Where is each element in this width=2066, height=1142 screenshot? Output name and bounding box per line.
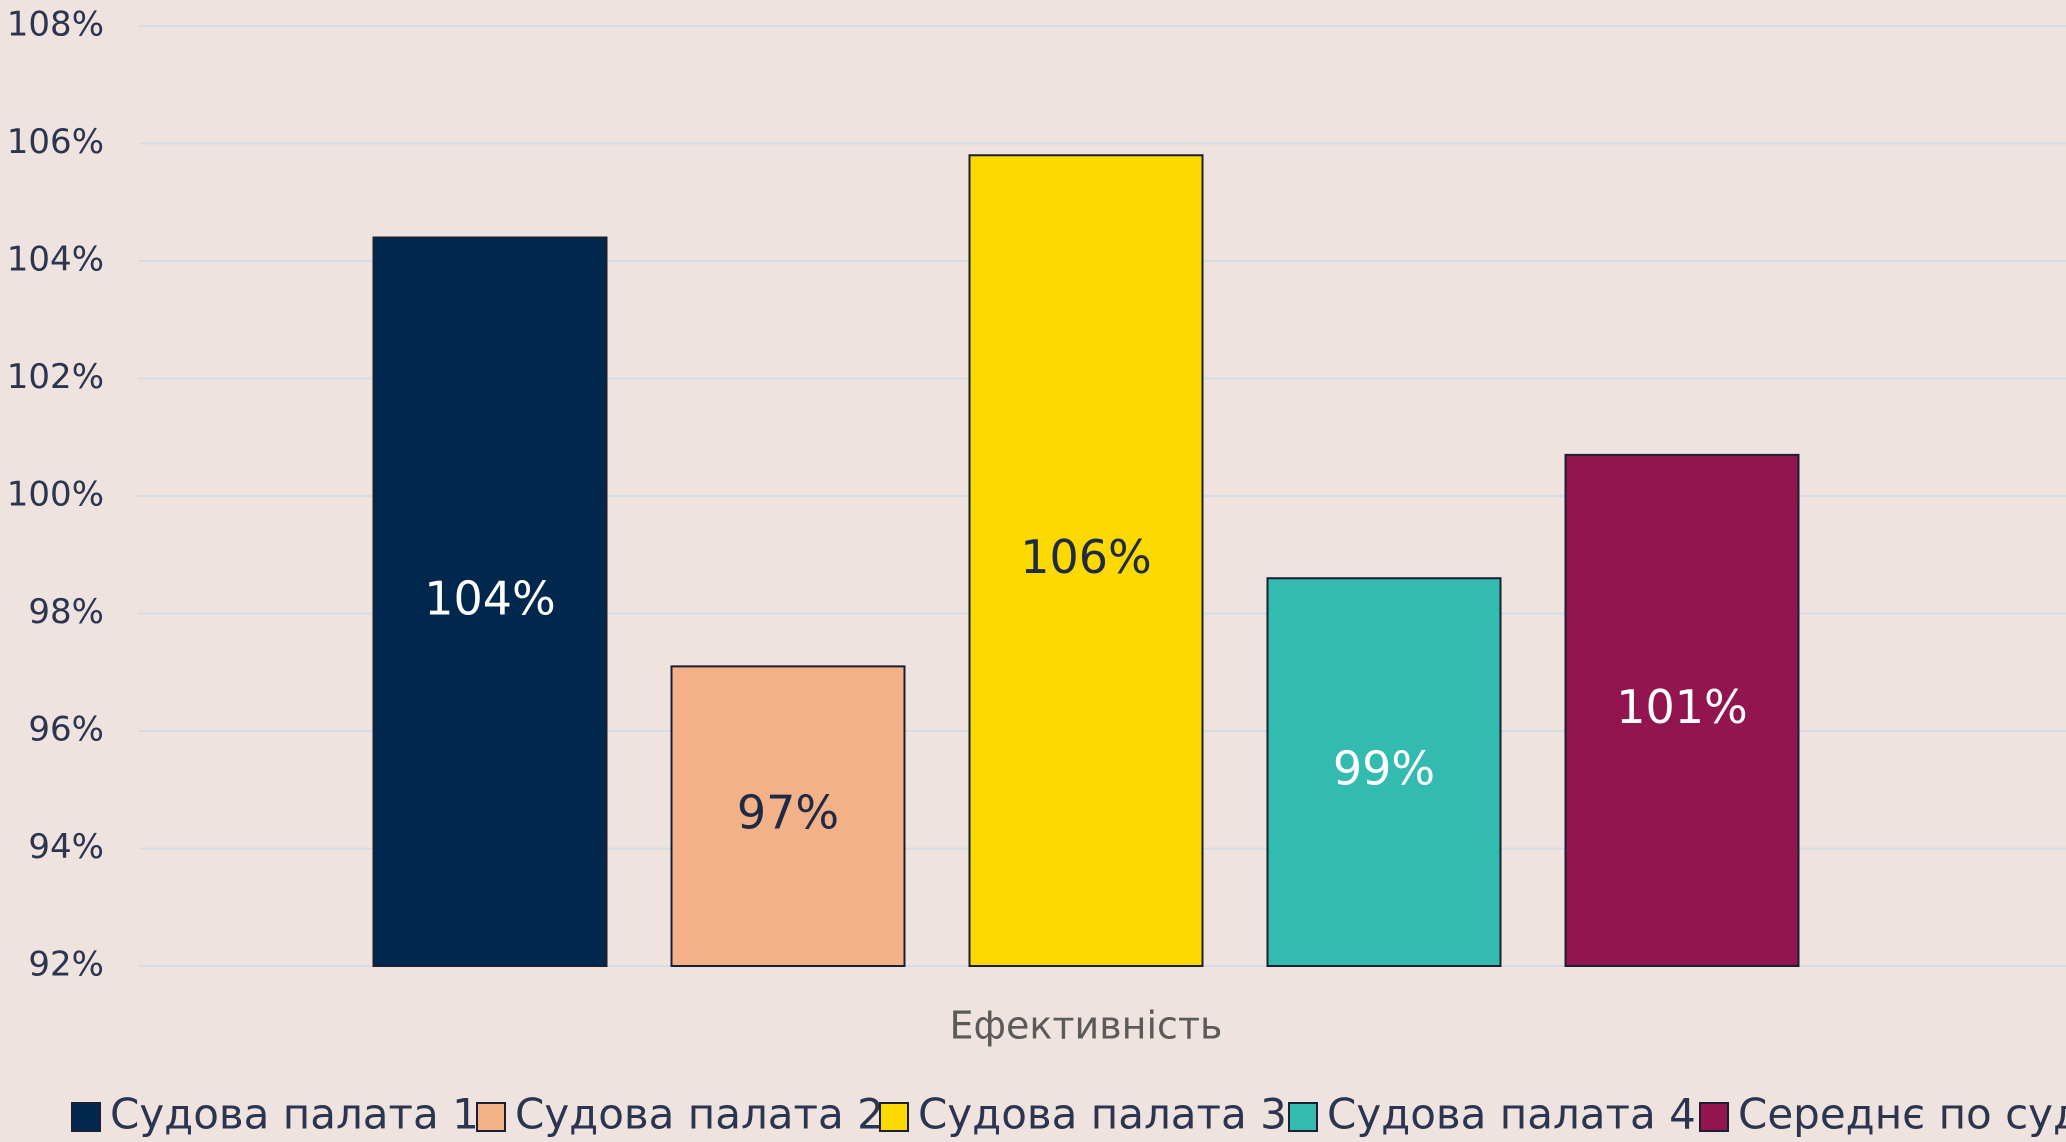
legend-label: Судова палата 3 — [918, 1090, 1287, 1139]
legend-label: Судова палата 1 — [110, 1090, 479, 1139]
bar — [670, 665, 906, 967]
bar — [968, 154, 1204, 967]
y-tick-label: 100% — [7, 475, 104, 515]
data-label: 97% — [737, 786, 839, 840]
legend-label: Судова палата 2 — [515, 1090, 884, 1139]
legend-label: Середнє по суду — [1738, 1090, 2066, 1139]
y-tick-label: 102% — [7, 357, 104, 397]
data-label: 99% — [1333, 742, 1435, 796]
bar — [1266, 577, 1502, 967]
legend-swatch — [1699, 1102, 1729, 1132]
y-tick-label: 104% — [7, 240, 104, 280]
bar — [372, 236, 608, 967]
bar — [1564, 453, 1800, 967]
y-tick-label: 96% — [28, 710, 104, 750]
data-label: 104% — [424, 571, 556, 625]
x-category-label: Ефективність — [950, 1004, 1223, 1048]
y-tick-label: 98% — [28, 592, 104, 632]
y-tick-label: 92% — [28, 945, 104, 985]
y-tick-label: 106% — [7, 122, 104, 162]
y-tick-label: 94% — [28, 827, 104, 867]
legend-swatch — [71, 1102, 101, 1132]
legend-swatch — [476, 1102, 506, 1132]
y-tick-label: 108% — [7, 5, 104, 45]
legend-swatch — [1288, 1102, 1318, 1132]
legend-swatch — [879, 1102, 909, 1132]
legend-label: Судова палата 4 — [1327, 1090, 1696, 1139]
data-label: 106% — [1020, 530, 1152, 584]
data-label: 101% — [1616, 680, 1748, 734]
